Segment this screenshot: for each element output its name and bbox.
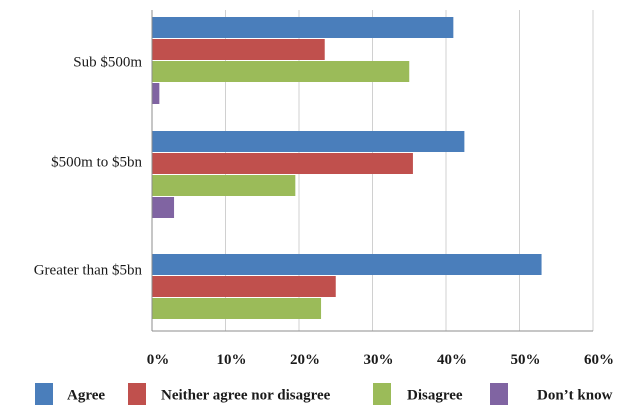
bar bbox=[152, 197, 175, 218]
bar bbox=[152, 83, 160, 104]
category-labels: Sub $500m $500m to $5bn Greater than $5bn bbox=[34, 54, 143, 278]
category-label: $500m to $5bn bbox=[51, 154, 142, 170]
tick-label: 40% bbox=[437, 352, 467, 368]
bar bbox=[152, 276, 336, 297]
tick-label: 30% bbox=[364, 352, 394, 368]
category-label: Sub $500m bbox=[73, 54, 142, 70]
tick-label: 60% bbox=[584, 352, 614, 368]
legend: Agree Neither agree nor disagree Disagree D… bbox=[35, 383, 613, 405]
bar bbox=[152, 39, 325, 60]
tick-label: 10% bbox=[217, 352, 247, 368]
legend-label: Don’t know bbox=[537, 387, 613, 403]
bar bbox=[152, 61, 410, 82]
category-label: Greater than $5bn bbox=[34, 262, 143, 278]
legend-swatch bbox=[128, 383, 146, 405]
tick-labels: 0% 10% 20% 30% 40% 50% 60% bbox=[147, 352, 614, 368]
legend-label: Disagree bbox=[407, 387, 463, 403]
bar bbox=[152, 298, 322, 319]
tick-label: 20% bbox=[290, 352, 320, 368]
tick-label: 0% bbox=[147, 352, 170, 368]
bar bbox=[152, 17, 454, 38]
tick-label: 50% bbox=[511, 352, 541, 368]
legend-swatch bbox=[35, 383, 53, 405]
bar bbox=[152, 254, 542, 275]
legend-swatch bbox=[490, 383, 508, 405]
legend-label: Neither agree nor disagree bbox=[161, 387, 331, 403]
bar bbox=[152, 175, 296, 196]
legend-label: Agree bbox=[67, 387, 105, 403]
axis bbox=[151, 10, 593, 332]
bars bbox=[152, 17, 542, 319]
bar bbox=[152, 153, 413, 174]
legend-swatch bbox=[373, 383, 391, 405]
bar bbox=[152, 131, 465, 152]
